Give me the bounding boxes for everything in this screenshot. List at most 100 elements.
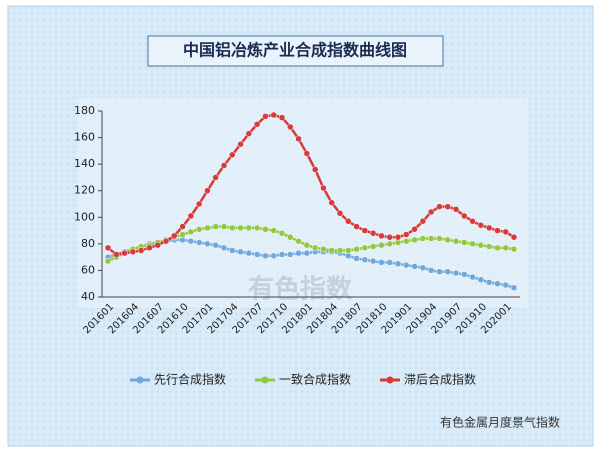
point [287,123,294,131]
point [386,233,393,241]
y-tick-label: 160 [74,131,95,144]
point [220,223,228,230]
point [262,225,269,233]
point [494,227,501,234]
point [229,224,236,232]
legend-label: 先行合成指数 [154,372,226,387]
legend-marker [136,376,144,384]
point [361,244,369,252]
y-tick-label: 120 [74,184,95,197]
point [394,260,402,268]
point [220,244,228,252]
point [378,232,385,240]
point [253,251,261,258]
point [278,114,286,121]
point [295,249,302,257]
point [204,187,211,194]
point [146,244,153,252]
point [353,255,360,262]
point [378,241,385,249]
y-tick-label: 60 [81,263,95,276]
y-tick-label: 140 [74,157,95,170]
point [245,130,253,137]
point [369,229,377,237]
point [361,227,369,234]
point [204,240,211,248]
point [229,247,236,254]
point [477,276,485,283]
point [510,284,518,291]
footer: 有色金属月度景气指数 [440,415,560,430]
point [469,218,476,225]
point [369,257,377,265]
point [510,245,518,253]
point [427,208,435,216]
point [303,241,311,249]
point [427,235,435,242]
point [212,241,219,249]
point [262,113,269,120]
point [502,228,509,236]
chart-title: 中国铝冶炼产业合成指数曲线图 [183,41,407,60]
point [303,150,311,157]
point [187,237,195,245]
point [411,236,418,244]
point [419,218,427,225]
point [287,233,294,241]
point [369,243,377,250]
point [187,228,195,236]
point [121,249,128,257]
point [129,248,137,256]
point [386,240,393,248]
point [237,248,244,256]
point [320,245,327,253]
point [237,224,244,232]
point [229,151,236,159]
point [353,245,360,253]
point [245,224,253,232]
point [320,184,327,192]
point [278,229,286,237]
point [386,259,393,266]
y-tick-label: 40 [81,290,95,303]
point [485,224,493,232]
point [419,235,427,242]
legend-marker [386,376,394,384]
point [469,240,476,248]
point [477,241,485,249]
point [452,269,460,277]
point [394,233,402,241]
point [378,259,385,266]
point [270,111,277,119]
point [295,135,302,143]
point [270,227,277,234]
point [411,225,418,233]
point [353,223,360,230]
point [502,281,509,289]
point [345,247,352,254]
point [452,206,460,213]
point [469,273,476,281]
watermark: 有色指数 [248,274,353,305]
legend-label: 滞后合成指数 [404,372,476,387]
point [162,237,170,245]
point [195,200,203,208]
point [485,279,493,286]
point [287,251,294,258]
point [510,233,518,241]
point [220,162,228,169]
point [171,232,178,240]
point [336,247,344,254]
point [427,267,435,274]
point [253,121,261,128]
point [345,218,352,225]
point [187,212,195,220]
point [204,224,211,232]
point [237,140,244,148]
y-tick-label: 180 [74,104,95,117]
point [278,251,286,258]
point [195,239,203,246]
point [494,280,501,287]
point [436,203,443,210]
point [502,244,509,252]
